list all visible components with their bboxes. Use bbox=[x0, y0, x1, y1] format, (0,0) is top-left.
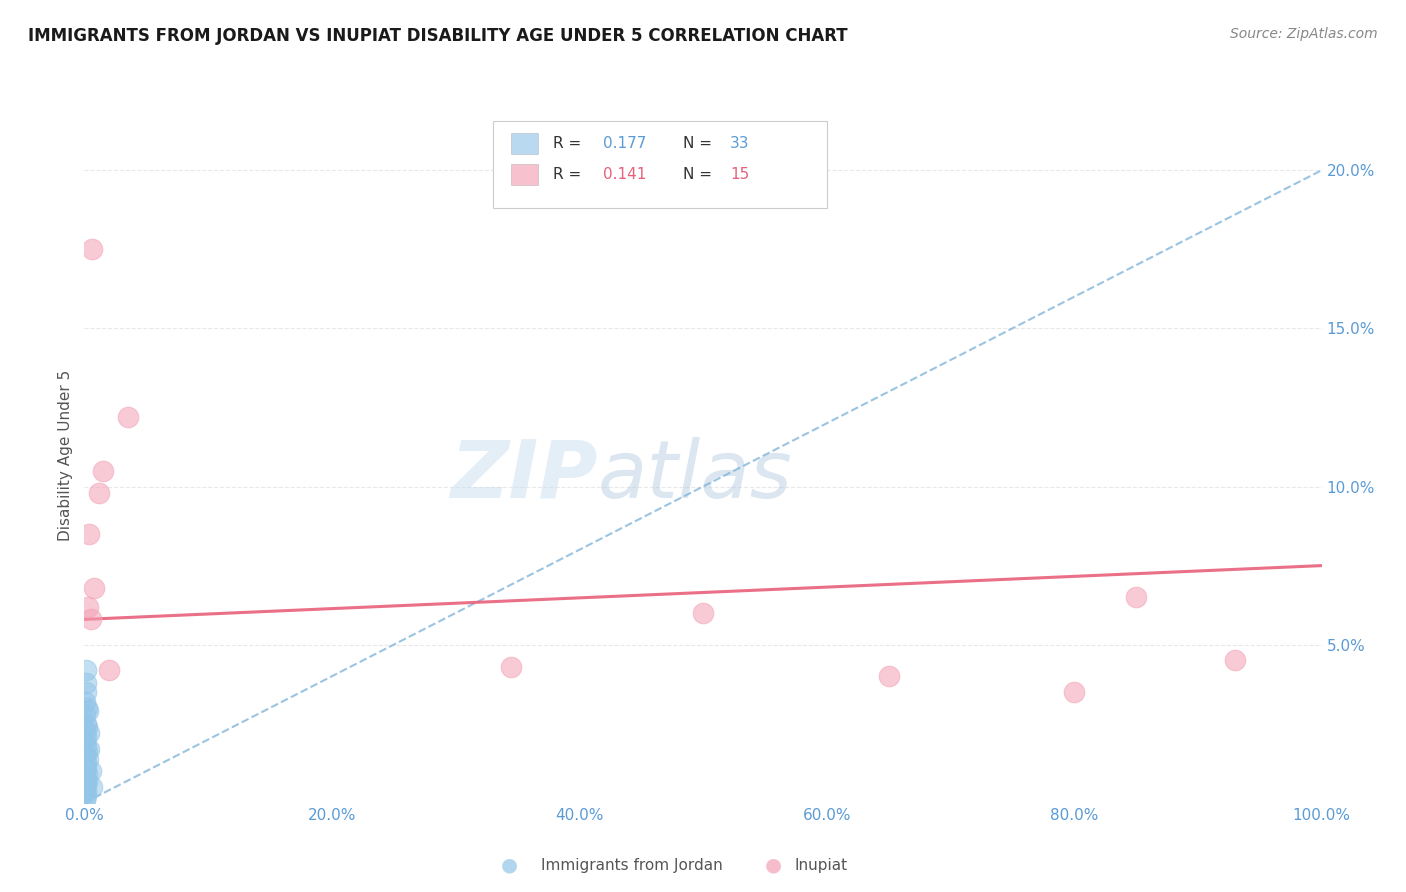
Point bbox=[89, 486, 111, 500]
Point bbox=[73, 780, 96, 794]
Point bbox=[117, 409, 139, 424]
Point bbox=[77, 751, 100, 765]
Point bbox=[75, 675, 97, 690]
Point bbox=[75, 730, 97, 744]
Point bbox=[501, 660, 523, 674]
Point bbox=[80, 243, 103, 257]
Point bbox=[79, 612, 101, 626]
Point bbox=[1125, 591, 1147, 605]
Point bbox=[73, 707, 96, 722]
Point bbox=[76, 773, 98, 788]
Point bbox=[77, 599, 100, 614]
Point bbox=[77, 704, 100, 718]
Point bbox=[73, 695, 96, 709]
Point bbox=[76, 767, 98, 781]
Point bbox=[79, 527, 101, 541]
Point bbox=[73, 792, 96, 806]
Point bbox=[76, 745, 98, 759]
Point bbox=[1063, 685, 1085, 699]
Point bbox=[77, 742, 100, 756]
Text: Inupiat: Inupiat bbox=[794, 858, 848, 872]
Point bbox=[73, 764, 96, 779]
Point bbox=[877, 669, 900, 683]
Point bbox=[80, 780, 103, 794]
Text: N =: N = bbox=[683, 167, 717, 182]
Text: 0.177: 0.177 bbox=[603, 136, 647, 152]
Point bbox=[79, 726, 101, 740]
Point bbox=[75, 663, 97, 677]
Point bbox=[1223, 653, 1246, 667]
Point bbox=[76, 720, 98, 734]
Text: IMMIGRANTS FROM JORDAN VS INUPIAT DISABILITY AGE UNDER 5 CORRELATION CHART: IMMIGRANTS FROM JORDAN VS INUPIAT DISABI… bbox=[28, 27, 848, 45]
Point bbox=[75, 789, 97, 804]
Point bbox=[76, 701, 98, 715]
Text: atlas: atlas bbox=[598, 437, 793, 515]
Point bbox=[75, 755, 97, 769]
Text: Source: ZipAtlas.com: Source: ZipAtlas.com bbox=[1230, 27, 1378, 41]
Text: ZIP: ZIP bbox=[450, 437, 598, 515]
Point bbox=[75, 783, 97, 797]
Point bbox=[75, 777, 97, 791]
Point bbox=[73, 757, 96, 772]
Text: R =: R = bbox=[554, 167, 586, 182]
FancyBboxPatch shape bbox=[492, 121, 827, 208]
Point bbox=[75, 761, 97, 775]
Point bbox=[98, 663, 121, 677]
Point bbox=[73, 786, 96, 800]
Point bbox=[73, 732, 96, 747]
Point bbox=[83, 581, 105, 595]
Point bbox=[73, 771, 96, 785]
Text: ●: ● bbox=[765, 855, 782, 875]
Point bbox=[73, 748, 96, 763]
FancyBboxPatch shape bbox=[512, 134, 538, 154]
Text: R =: R = bbox=[554, 136, 586, 152]
Point bbox=[692, 606, 714, 620]
Text: N =: N = bbox=[683, 136, 717, 152]
Point bbox=[79, 764, 101, 779]
Point bbox=[75, 739, 97, 753]
Point bbox=[75, 716, 97, 731]
Text: ●: ● bbox=[501, 855, 517, 875]
Point bbox=[75, 685, 97, 699]
Y-axis label: Disability Age Under 5: Disability Age Under 5 bbox=[58, 369, 73, 541]
Text: 15: 15 bbox=[730, 167, 749, 182]
Text: Immigrants from Jordan: Immigrants from Jordan bbox=[541, 858, 723, 872]
Point bbox=[73, 723, 96, 737]
Point bbox=[91, 464, 114, 478]
FancyBboxPatch shape bbox=[512, 164, 538, 185]
Text: 33: 33 bbox=[730, 136, 749, 152]
Text: 0.141: 0.141 bbox=[603, 167, 647, 182]
